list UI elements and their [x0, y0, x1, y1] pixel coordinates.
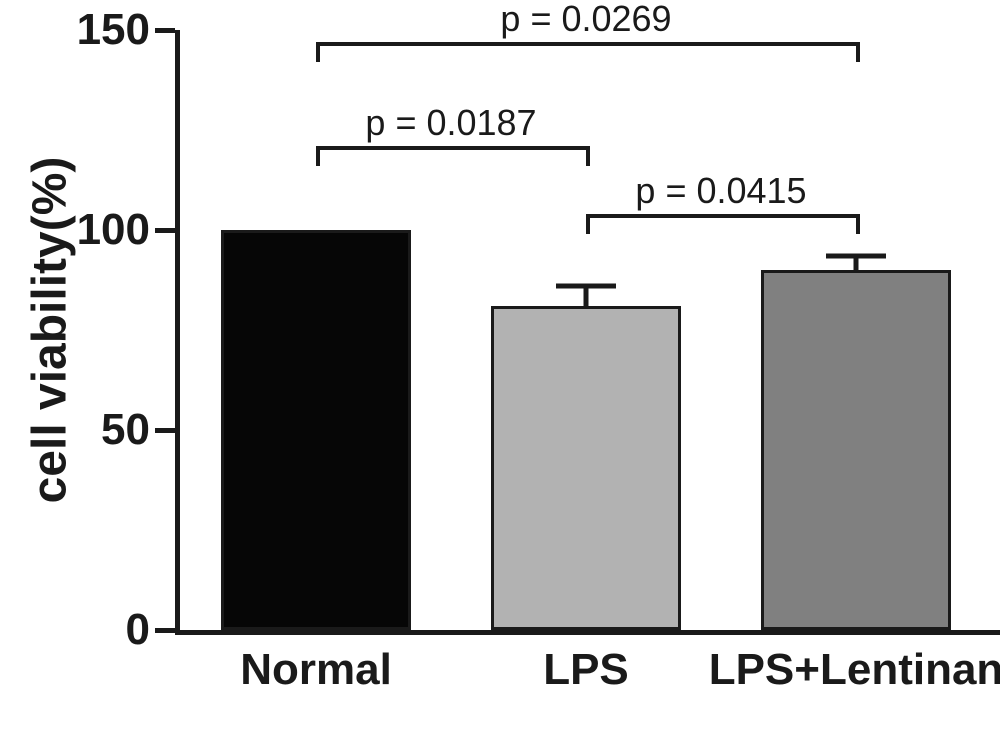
- error-bar-cap: [556, 284, 616, 289]
- p-value-label: p = 0.0187: [365, 102, 536, 144]
- x-category-label: LPS: [543, 645, 629, 695]
- y-tick-label: 100: [10, 205, 150, 255]
- bar-lps-lentinan: [761, 270, 951, 630]
- sig-bracket: [586, 214, 860, 218]
- y-tick-label: 50: [10, 405, 150, 455]
- y-tick: [155, 28, 175, 33]
- sig-bracket-drop: [856, 214, 860, 234]
- error-bar-cap: [826, 254, 886, 259]
- error-bar-stem: [584, 286, 589, 306]
- sig-bracket: [316, 42, 860, 46]
- bar-lps: [491, 306, 681, 630]
- y-tick: [155, 228, 175, 233]
- sig-bracket-drop: [586, 214, 590, 234]
- bar-normal: [221, 230, 411, 630]
- y-tick-label: 0: [10, 605, 150, 655]
- y-tick-label: 150: [10, 5, 150, 55]
- p-value-label: p = 0.0269: [500, 0, 671, 40]
- sig-bracket: [316, 146, 590, 150]
- sig-bracket-drop: [316, 146, 320, 166]
- sig-bracket-drop: [856, 42, 860, 62]
- bar-chart: cell viability(%) 050100150NormalLPSLPS+…: [0, 0, 1000, 731]
- y-tick: [155, 428, 175, 433]
- x-category-label: LPS+Lentinan: [709, 645, 1000, 695]
- sig-bracket-drop: [586, 146, 590, 166]
- p-value-label: p = 0.0415: [635, 170, 806, 212]
- sig-bracket-drop: [316, 42, 320, 62]
- x-category-label: Normal: [240, 645, 392, 695]
- y-tick: [155, 628, 175, 633]
